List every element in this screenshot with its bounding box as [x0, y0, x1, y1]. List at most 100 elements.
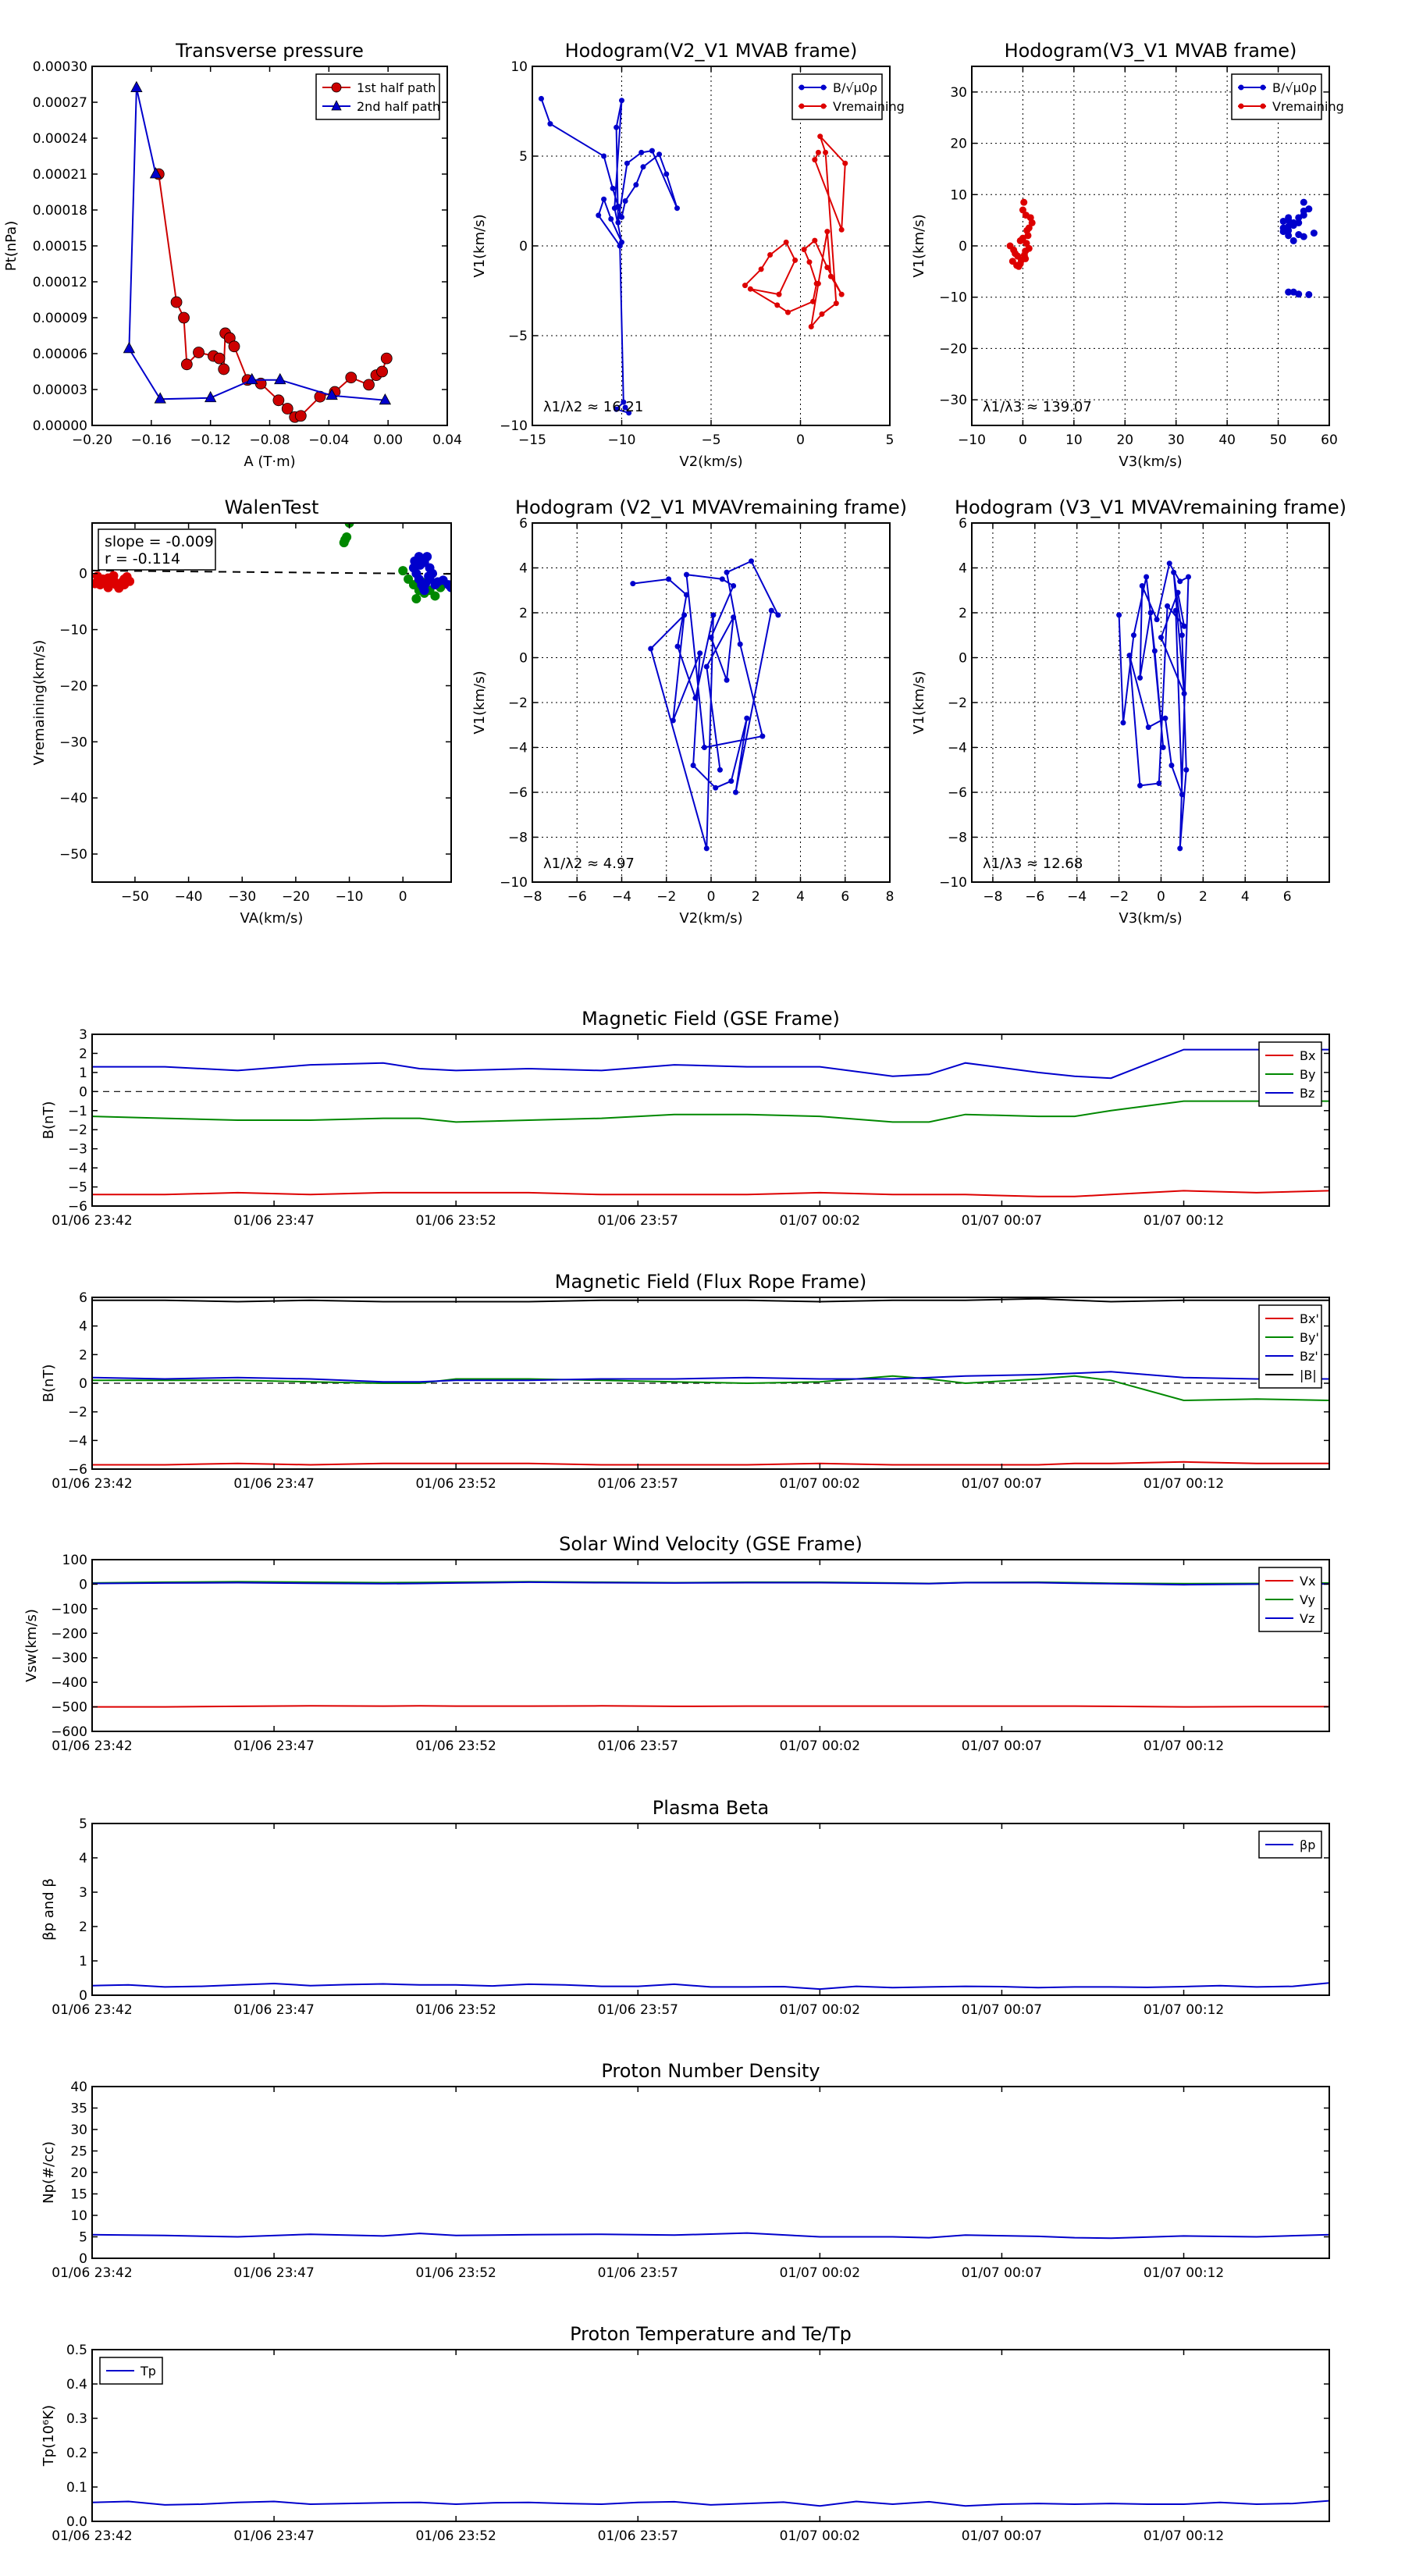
data-point [656, 151, 663, 158]
data-point [1144, 574, 1150, 580]
x-tick-label: 2 [752, 889, 760, 905]
data-point [108, 571, 119, 581]
plot-area [92, 1048, 1329, 1197]
data-point [1285, 214, 1293, 222]
axes-frame [91, 66, 448, 426]
stats-text: r = -0.114 [105, 550, 180, 568]
data-point [425, 563, 435, 573]
x-tick-label: 01/06 23:42 [52, 1476, 132, 1492]
data-point [1116, 612, 1122, 618]
y-tick-label: 0.00024 [33, 131, 87, 147]
y-tick-label: −10 [500, 875, 528, 891]
plot-area [92, 2500, 1329, 2507]
data-point [776, 291, 782, 297]
chart-title: Transverse pressure [175, 40, 364, 62]
y-tick-label: 0.00015 [33, 239, 87, 254]
chart-title: Solar Wind Velocity (GSE Frame) [559, 1533, 863, 1555]
series-line-0 [92, 1190, 1329, 1197]
data-point [1120, 720, 1126, 726]
y-tick-label: −5 [68, 1180, 87, 1196]
data-point [717, 767, 723, 773]
x-tick-label: 01/06 23:52 [415, 1476, 496, 1492]
y-tick-label: 10 [510, 59, 528, 75]
data-point [380, 352, 393, 365]
data-point [608, 216, 614, 222]
series-line-0 [92, 1461, 1329, 1466]
chart-ts1: Magnetic Field (GSE Frame) 01/06 23:42 01/… [41, 1008, 1330, 1229]
y-axis-label: βp and β [41, 1878, 57, 1941]
y-tick-label: −1 [68, 1104, 87, 1119]
x-tick-label: 01/06 23:52 [415, 2528, 496, 2544]
y-tick-label: 10 [70, 2208, 87, 2224]
legend-label: Vremaining [833, 99, 905, 114]
data-point [1137, 674, 1144, 681]
plot-area [92, 523, 451, 604]
data-point [622, 404, 628, 411]
x-tick-label: 01/07 00:07 [962, 1476, 1042, 1492]
data-point [294, 410, 307, 422]
y-axis-label: V1(km/s) [471, 671, 488, 734]
legend-label: βp [1300, 1838, 1315, 1852]
y-tick-label: −10 [939, 875, 967, 891]
data-point [1017, 256, 1025, 264]
x-tick-label: −10 [608, 432, 636, 448]
legend-label: Vy [1300, 1592, 1315, 1607]
y-tick-label: 0.00000 [33, 418, 87, 434]
data-point [815, 280, 821, 286]
x-tick-label: 01/07 00:12 [1144, 2002, 1224, 2018]
series-line-2 [92, 1371, 1329, 1383]
data-point [614, 124, 620, 130]
y-tick-label: 0 [79, 1988, 87, 2004]
data-point [1028, 219, 1036, 226]
x-tick-label: 01/06 23:52 [415, 2265, 496, 2281]
data-point [218, 363, 230, 375]
y-tick-label: 0.2 [66, 2446, 87, 2461]
y-axis-label: Vsw(km/s) [23, 1609, 40, 1682]
y-tick-label: −200 [51, 1626, 87, 1642]
legend-label: Bx [1300, 1048, 1315, 1063]
data-point [690, 763, 696, 768]
data-point [808, 324, 814, 329]
legend: Vx Vy Vz [1258, 1567, 1322, 1632]
data-point [824, 229, 831, 235]
data-point [1126, 653, 1133, 659]
data-point [1147, 610, 1154, 616]
legend-marker [799, 84, 805, 91]
data-point [719, 576, 725, 582]
data-point [92, 578, 100, 589]
chart-title: Hodogram(V3_V1 MVAB frame) [1005, 40, 1297, 62]
y-tick-label: 2 [79, 1046, 87, 1062]
fit-line [92, 569, 451, 575]
y-tick-label: 0.00006 [33, 347, 87, 362]
chart-title: Magnetic Field (GSE Frame) [582, 1008, 840, 1030]
data-point [737, 641, 743, 647]
y-tick-label: 6 [519, 516, 528, 532]
x-tick-label: 01/06 23:57 [598, 1476, 678, 1492]
x-tick-label: −10 [958, 432, 986, 448]
series-line-1 [128, 87, 386, 401]
data-point [363, 379, 375, 391]
x-tick-label: 0.00 [373, 432, 403, 448]
x-tick-label: 01/07 00:07 [962, 2002, 1042, 2018]
chart-title: WalenTest [225, 496, 319, 518]
stats-box [98, 528, 216, 571]
eigenvalue-ratio-text: λ1/λ3 ≈ 12.68 [983, 856, 1083, 872]
series-line-2 [92, 1048, 1329, 1080]
plot-area [92, 1297, 1329, 1466]
data-point [842, 160, 848, 166]
chart-h3: Hodogram (V2_V1 MVAVremaining frame) −8 −6… [471, 496, 907, 927]
data-point [130, 80, 143, 92]
data-point [246, 372, 258, 385]
x-tick-label: 6 [841, 889, 849, 905]
x-tick-label: 01/06 23:47 [233, 2002, 314, 2018]
axes-frame [91, 1034, 1330, 1207]
data-point [228, 340, 240, 353]
plot-area [92, 2232, 1329, 2240]
plot-area [123, 80, 393, 423]
y-axis-label: Pt(nPa) [3, 221, 20, 271]
y-axis-label: B(nT) [41, 1364, 57, 1403]
y-tick-label: 3 [79, 1027, 87, 1043]
x-tick-label: 01/07 00:02 [780, 2002, 860, 2018]
x-tick-label: −0.08 [249, 432, 290, 448]
